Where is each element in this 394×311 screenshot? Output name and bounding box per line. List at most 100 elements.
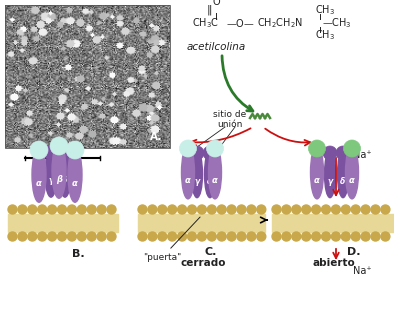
Text: Na⁺: Na⁺ bbox=[353, 150, 372, 160]
Text: $\mathregular{— O —}$: $\mathregular{— O —}$ bbox=[226, 17, 255, 29]
Circle shape bbox=[227, 232, 236, 241]
Circle shape bbox=[257, 232, 266, 241]
Circle shape bbox=[8, 205, 17, 214]
Circle shape bbox=[302, 232, 311, 241]
Circle shape bbox=[331, 205, 340, 214]
Ellipse shape bbox=[45, 150, 57, 197]
Circle shape bbox=[158, 232, 167, 241]
Text: "puerta": "puerta" bbox=[143, 217, 200, 262]
Ellipse shape bbox=[191, 151, 203, 198]
Bar bbox=[272, 214, 394, 232]
Text: γ: γ bbox=[48, 176, 54, 185]
Circle shape bbox=[138, 232, 147, 241]
Text: A.: A. bbox=[150, 132, 162, 142]
Circle shape bbox=[30, 141, 48, 159]
Circle shape bbox=[107, 205, 116, 214]
Circle shape bbox=[58, 145, 72, 160]
Circle shape bbox=[207, 232, 216, 241]
Text: γ: γ bbox=[194, 177, 200, 186]
Circle shape bbox=[188, 205, 197, 214]
Circle shape bbox=[322, 205, 331, 214]
Text: α: α bbox=[72, 179, 78, 188]
Circle shape bbox=[371, 205, 380, 214]
Text: $\mathregular{CH_2CH_2N}$: $\mathregular{CH_2CH_2N}$ bbox=[257, 16, 303, 30]
Ellipse shape bbox=[208, 146, 221, 199]
Ellipse shape bbox=[346, 146, 359, 199]
Circle shape bbox=[381, 232, 390, 241]
Circle shape bbox=[217, 205, 226, 214]
Circle shape bbox=[197, 232, 206, 241]
Text: acetilcolina: acetilcolina bbox=[187, 42, 246, 52]
Text: δ: δ bbox=[340, 177, 346, 186]
Circle shape bbox=[344, 140, 361, 157]
Circle shape bbox=[158, 205, 167, 214]
Circle shape bbox=[43, 145, 58, 160]
Circle shape bbox=[247, 205, 256, 214]
Circle shape bbox=[148, 205, 157, 214]
Text: D.: D. bbox=[348, 247, 361, 257]
Circle shape bbox=[282, 205, 291, 214]
Circle shape bbox=[323, 146, 337, 160]
Circle shape bbox=[361, 205, 370, 214]
Ellipse shape bbox=[310, 146, 323, 199]
Text: $\mathregular{CH_3C}$: $\mathregular{CH_3C}$ bbox=[192, 16, 219, 30]
Text: cerrado: cerrado bbox=[180, 258, 226, 268]
Circle shape bbox=[282, 232, 291, 241]
Ellipse shape bbox=[182, 146, 195, 199]
Circle shape bbox=[28, 232, 37, 241]
Text: α: α bbox=[349, 176, 355, 185]
Ellipse shape bbox=[59, 150, 71, 197]
Circle shape bbox=[203, 146, 217, 160]
Circle shape bbox=[237, 232, 246, 241]
Circle shape bbox=[18, 232, 27, 241]
Ellipse shape bbox=[204, 151, 216, 198]
Circle shape bbox=[247, 232, 256, 241]
Circle shape bbox=[67, 205, 76, 214]
Text: 100 nm: 100 nm bbox=[44, 163, 81, 173]
Circle shape bbox=[351, 232, 360, 241]
Text: B.: B. bbox=[72, 249, 85, 259]
Bar bbox=[5, 5, 170, 148]
Circle shape bbox=[77, 205, 86, 214]
Circle shape bbox=[292, 232, 301, 241]
Text: $\mathregular{CH_3}$: $\mathregular{CH_3}$ bbox=[315, 28, 335, 42]
Circle shape bbox=[206, 140, 223, 157]
Circle shape bbox=[227, 205, 236, 214]
Text: δ: δ bbox=[62, 176, 68, 185]
Text: α: α bbox=[36, 179, 42, 188]
Text: α: α bbox=[212, 176, 218, 185]
Text: δ: δ bbox=[207, 177, 213, 186]
Circle shape bbox=[302, 205, 311, 214]
Circle shape bbox=[257, 205, 266, 214]
Ellipse shape bbox=[68, 147, 82, 202]
Circle shape bbox=[322, 232, 331, 241]
Circle shape bbox=[148, 232, 157, 241]
Circle shape bbox=[67, 232, 76, 241]
Text: sitio de
unión: sitio de unión bbox=[214, 110, 247, 129]
Circle shape bbox=[190, 146, 204, 160]
Circle shape bbox=[180, 140, 197, 157]
Circle shape bbox=[309, 140, 325, 157]
Circle shape bbox=[107, 232, 116, 241]
Circle shape bbox=[8, 232, 17, 241]
Circle shape bbox=[217, 232, 226, 241]
Text: $\mathregular{CH_3}$: $\mathregular{CH_3}$ bbox=[315, 3, 335, 17]
Circle shape bbox=[38, 205, 47, 214]
Text: C.: C. bbox=[205, 247, 217, 257]
Ellipse shape bbox=[52, 143, 66, 198]
Circle shape bbox=[207, 205, 216, 214]
Text: α: α bbox=[185, 176, 191, 185]
Circle shape bbox=[168, 232, 177, 241]
Circle shape bbox=[312, 232, 321, 241]
Circle shape bbox=[371, 232, 380, 241]
Circle shape bbox=[28, 205, 37, 214]
Circle shape bbox=[66, 141, 84, 159]
Circle shape bbox=[272, 232, 281, 241]
Circle shape bbox=[178, 205, 187, 214]
Circle shape bbox=[97, 232, 106, 241]
Text: abierto: abierto bbox=[312, 258, 355, 268]
Text: $\mathregular{— CH_3}$: $\mathregular{— CH_3}$ bbox=[322, 16, 352, 30]
Ellipse shape bbox=[32, 147, 46, 202]
Circle shape bbox=[336, 146, 350, 160]
Circle shape bbox=[48, 205, 57, 214]
